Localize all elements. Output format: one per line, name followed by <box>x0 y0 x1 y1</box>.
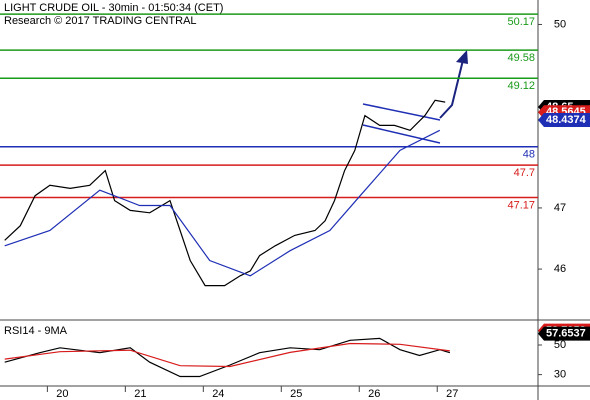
chart-title: LIGHT CRUDE OIL - 30min - 01:50:34 (CET) <box>4 2 223 14</box>
x-tick-label: 21 <box>134 388 146 400</box>
chart-subtitle: Research © 2017 TRADING CENTRAL <box>4 15 197 27</box>
level-label: 49.58 <box>507 52 535 64</box>
x-tick-label: 27 <box>446 388 458 400</box>
y-tick-label: 47 <box>554 202 566 214</box>
price-box-label: 48.4374 <box>546 114 587 126</box>
y-tick-label: 50 <box>554 339 566 351</box>
level-label: 50.17 <box>507 16 535 28</box>
price-line <box>4 342 450 368</box>
y-tick-label: 50 <box>554 18 566 30</box>
channel <box>362 50 468 144</box>
y-tick-label: 30 <box>554 369 566 381</box>
level-label: 49.12 <box>507 80 535 92</box>
y-tick-label: 46 <box>554 263 566 275</box>
price-line <box>4 337 451 378</box>
rsi-title: RSI14 - 9MA <box>4 325 68 337</box>
x-tick-label: 26 <box>368 388 380 400</box>
x-tick-label: 20 <box>56 388 68 400</box>
x-tick-label: 24 <box>212 388 224 400</box>
x-tick-label: 25 <box>290 388 302 400</box>
level-label: 47.7 <box>514 167 535 179</box>
price-line <box>4 129 441 277</box>
price-box <box>538 326 590 341</box>
level-label: 47.17 <box>507 199 535 211</box>
price-box-label: 57.6537 <box>546 328 586 340</box>
level-label: 48 <box>523 149 535 161</box>
price-box <box>538 113 590 128</box>
